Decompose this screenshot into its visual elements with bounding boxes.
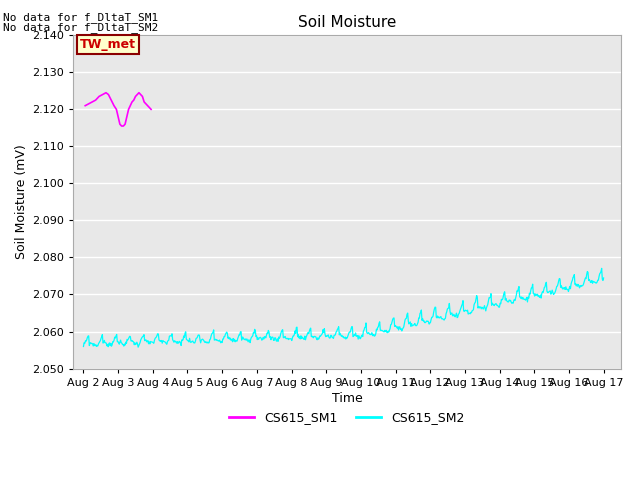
Text: No data for f_DltaT_SM2: No data for f_DltaT_SM2 <box>3 22 159 33</box>
Text: No data for f_DltaT_SM1: No data for f_DltaT_SM1 <box>3 12 159 23</box>
Legend: CS615_SM1, CS615_SM2: CS615_SM1, CS615_SM2 <box>224 406 470 429</box>
Title: Soil Moisture: Soil Moisture <box>298 15 396 30</box>
Text: TW_met: TW_met <box>80 38 136 51</box>
Y-axis label: Soil Moisture (mV): Soil Moisture (mV) <box>15 144 28 259</box>
X-axis label: Time: Time <box>332 392 362 405</box>
